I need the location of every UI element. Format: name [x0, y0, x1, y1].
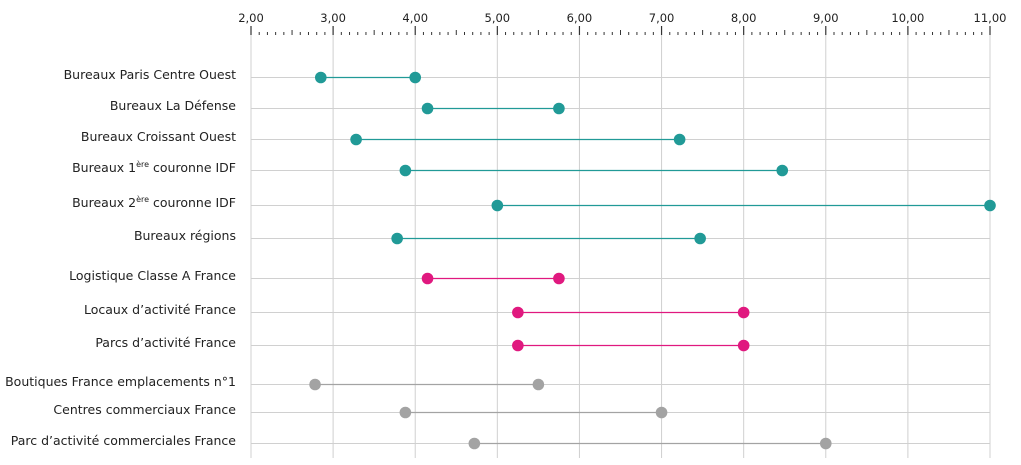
min-point [512, 339, 524, 352]
row-label-part: couronne IDF [149, 160, 236, 175]
row-label: Centres commerciaux France [53, 402, 236, 417]
min-point [512, 306, 524, 319]
row-label: Bureaux Paris Centre Ouest [64, 67, 236, 82]
min-point [399, 406, 412, 419]
x-tick-label: 5,00 [485, 11, 511, 25]
row-label-part: Bureaux 1 [72, 160, 136, 175]
row-label: Bureaux 1ère couronne IDF [72, 159, 236, 175]
max-point [655, 406, 668, 419]
max-point [694, 232, 706, 245]
x-tick-label: 9,00 [813, 11, 839, 25]
x-tick-label: 10,00 [891, 11, 924, 25]
max-point [673, 133, 686, 146]
x-tick-label: 8,00 [731, 11, 757, 25]
x-tick-label: 11,00 [974, 11, 1007, 25]
min-point [399, 164, 412, 177]
data-marks [309, 71, 996, 450]
x-tick-label: 6,00 [567, 11, 593, 25]
row-label-part: couronne IDF [149, 195, 236, 210]
row-label: Locaux d’activité France [84, 302, 236, 317]
row-label: Bureaux Croissant Ouest [81, 129, 236, 144]
max-point [776, 164, 789, 177]
x-axis: 2,00 3,00 4,00 5,00 6,00 7,00 8,00 9,00 10,00 11,… [238, 11, 1006, 35]
min-point [421, 272, 434, 285]
row-labels: Bureaux Paris Centre Ouest Bureaux La Déf… [5, 67, 236, 448]
max-point [553, 102, 565, 115]
row-label: Boutiques France emplacements n°1 [5, 374, 236, 389]
row-label: Bureaux La Défense [110, 98, 236, 113]
row-label: Bureaux 2ère couronne IDF [72, 194, 236, 210]
max-point [737, 306, 750, 319]
min-point [491, 199, 504, 212]
min-point [391, 232, 403, 245]
max-point [532, 378, 545, 391]
row-label: Parc d’activité commerciales France [11, 433, 237, 448]
max-point [984, 199, 996, 212]
max-point [819, 437, 832, 450]
row-label-superscript: ère [136, 159, 149, 169]
row-label: Bureaux régions [134, 228, 236, 243]
max-point [409, 71, 422, 84]
x-tick-label: 3,00 [320, 11, 346, 25]
min-point [314, 71, 327, 84]
min-point [350, 133, 362, 146]
row-label: Logistique Classe A France [69, 268, 236, 283]
x-tick-label: 4,00 [402, 11, 428, 25]
max-point [737, 339, 750, 352]
min-point [468, 437, 481, 450]
x-tick-label: 7,00 [649, 11, 675, 25]
row-label-part: Bureaux 2 [72, 195, 136, 210]
min-point [309, 378, 321, 391]
grid-layer [250, 35, 991, 458]
max-point [553, 272, 565, 285]
row-label: Parcs d’activité France [95, 335, 236, 350]
x-tick-label: 2,00 [238, 11, 264, 25]
min-point [421, 102, 434, 115]
row-label-superscript: ère [136, 194, 149, 204]
